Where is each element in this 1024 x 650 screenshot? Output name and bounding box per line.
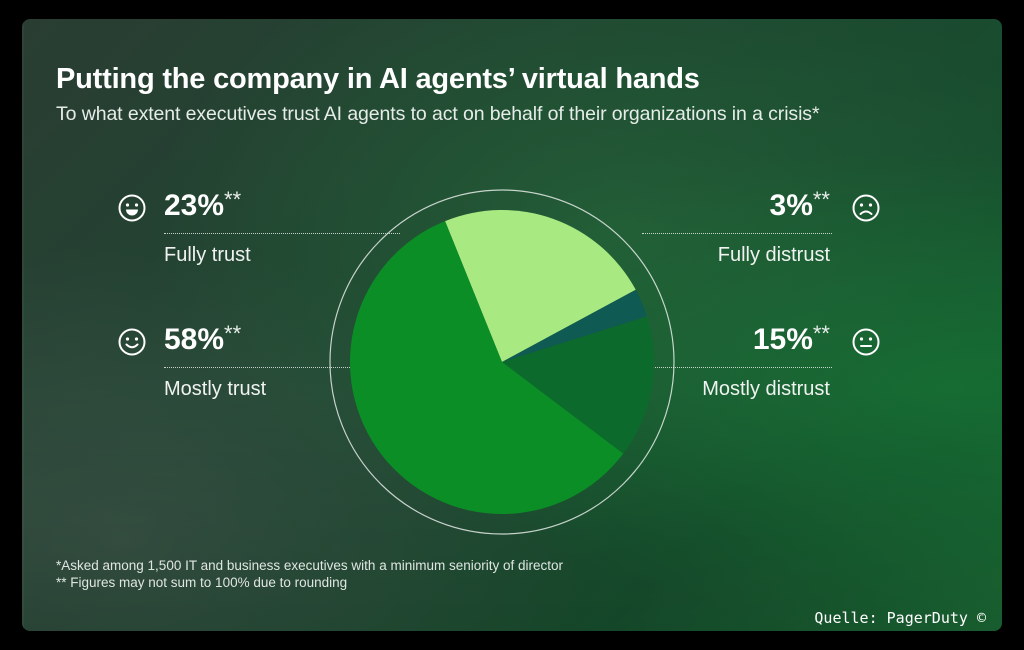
stat-value: 58% xyxy=(164,323,225,356)
footnote-1: *Asked among 1,500 IT and business execu… xyxy=(56,558,563,573)
chart-card: Putting the company in AI agents’ virtua… xyxy=(22,19,1002,631)
stat-label: Fully distrust xyxy=(717,244,830,266)
chart-subtitle: To what extent executives trust AI agent… xyxy=(56,103,820,125)
frowning-face-icon xyxy=(852,194,880,222)
stat-label: Fully trust xyxy=(164,244,251,266)
grinning-face-icon xyxy=(118,194,146,222)
pie-chart xyxy=(327,187,677,537)
leader-line xyxy=(164,233,400,234)
pie-outer-ring xyxy=(329,189,675,535)
stat-label: Mostly trust xyxy=(164,378,267,400)
stat-mostly-distrust: 15%** Mostly distrust xyxy=(622,321,902,403)
stat-value: 3% xyxy=(769,189,813,222)
stat-mostly-trust: 58%** Mostly trust xyxy=(118,321,400,403)
stat-footnote-mark: ** xyxy=(224,321,242,346)
source-credit: Quelle: PagerDuty © xyxy=(814,609,986,627)
pie-slice-fully-distrust xyxy=(502,289,647,362)
smiling-face-icon xyxy=(118,328,146,356)
stat-value: 15% xyxy=(752,323,813,356)
stat-value: 23% xyxy=(164,189,225,222)
stat-fully-distrust: 3%** Fully distrust xyxy=(622,187,902,269)
footnote-2: ** Figures may not sum to 100% due to ro… xyxy=(56,575,348,590)
stat-fully-trust: 23%** Fully trust xyxy=(118,187,400,269)
leader-line xyxy=(642,367,832,368)
leader-line xyxy=(642,233,832,234)
pie-slice-mostly-distrust xyxy=(502,316,654,454)
pie-chart-svg xyxy=(329,189,675,535)
leader-line xyxy=(164,367,400,368)
neutral-face-icon xyxy=(852,328,880,356)
pie-slice-fully-trust xyxy=(445,210,636,362)
chart-title: Putting the company in AI agents’ virtua… xyxy=(56,63,700,95)
stat-label: Mostly distrust xyxy=(702,378,830,400)
stat-footnote-mark: ** xyxy=(812,187,830,212)
stat-footnote-mark: ** xyxy=(812,321,830,346)
pie-slice-mostly-trust xyxy=(350,221,624,515)
stat-footnote-mark: ** xyxy=(224,187,242,212)
pie-slices xyxy=(350,210,654,515)
